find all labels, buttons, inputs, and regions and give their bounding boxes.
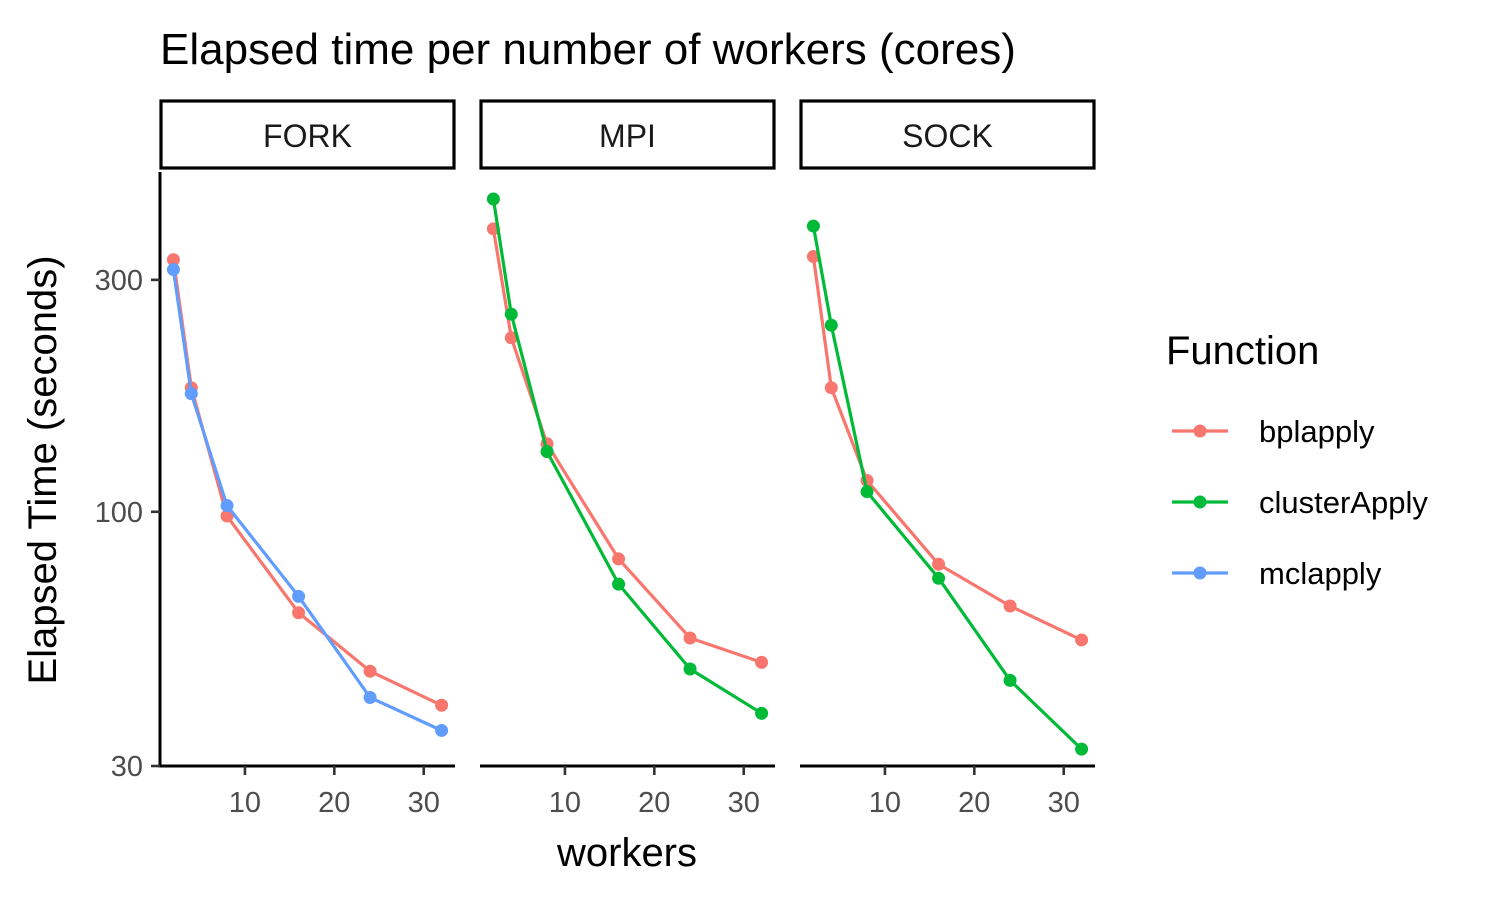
series-line — [171, 269, 443, 732]
data-point — [824, 318, 838, 332]
data-point — [1075, 742, 1089, 756]
x-tick-label: 30 — [408, 787, 440, 819]
series-line — [491, 198, 763, 715]
y-axis-title: Elapsed Time (seconds) — [21, 255, 65, 684]
data-point — [612, 577, 626, 591]
data-point — [220, 509, 234, 523]
data-point — [435, 723, 449, 737]
data-point — [806, 219, 820, 233]
series-bplapply-fork — [166, 253, 449, 712]
data-point — [435, 698, 449, 712]
series-bplapply-sock — [806, 250, 1089, 647]
legend-item-mclapply: mclapply — [1172, 556, 1382, 591]
y-tick-label: 30 — [111, 751, 143, 783]
facet-strip — [159, 99, 456, 170]
x-tick-label: 10 — [549, 787, 581, 819]
data-point — [612, 552, 626, 566]
series-mclapply-fork — [166, 263, 449, 737]
data-point — [292, 589, 306, 603]
series-line — [491, 228, 763, 664]
series-clusterapply-mpi — [486, 192, 769, 720]
x-tick-label: 20 — [638, 787, 670, 819]
facet-panel-fork: FORK 10 20 30 30 100 300 — [95, 99, 456, 819]
legend: Function bplapply clusterApply mclapply — [1166, 329, 1428, 591]
chart-title: Elapsed time per number of workers (core… — [160, 25, 1016, 74]
data-point — [755, 706, 769, 720]
x-tick-label: 30 — [1048, 787, 1080, 819]
data-point — [1075, 633, 1089, 647]
data-point — [932, 557, 946, 571]
legend-label: bplapply — [1259, 414, 1375, 449]
y-tick-label: 300 — [95, 265, 143, 297]
legend-label: mclapply — [1259, 556, 1382, 591]
data-point — [363, 664, 377, 678]
legend-title: Function — [1166, 329, 1319, 373]
data-point — [504, 331, 518, 345]
x-tick-label: 30 — [728, 787, 760, 819]
legend-item-bplapply: bplapply — [1172, 414, 1375, 449]
facet-strip-label: SOCK — [902, 118, 993, 154]
data-point — [220, 499, 234, 513]
data-point — [184, 387, 198, 401]
x-axis-title: workers — [556, 831, 697, 875]
data-point — [504, 307, 518, 321]
facet-strip-label: MPI — [599, 118, 656, 154]
series-line — [171, 259, 443, 707]
facet-panel-sock: SOCK 10 20 30 — [799, 99, 1096, 819]
data-point — [683, 662, 697, 676]
x-tick-label: 20 — [318, 787, 350, 819]
data-point — [166, 253, 180, 267]
facet-strip — [799, 99, 1096, 170]
x-tick-label: 10 — [229, 787, 261, 819]
facet-strip — [479, 99, 776, 170]
data-point — [540, 445, 554, 459]
data-point — [860, 485, 874, 499]
series-line — [811, 256, 1083, 642]
legend-key-point — [1193, 495, 1207, 509]
data-point — [1003, 599, 1017, 613]
data-point — [932, 571, 946, 585]
data-point — [824, 381, 838, 395]
data-point — [683, 631, 697, 645]
facet-panel-mpi: MPI 10 20 30 — [479, 99, 776, 819]
x-tick-label: 10 — [869, 787, 901, 819]
data-point — [292, 606, 306, 620]
data-point — [486, 192, 500, 206]
data-point — [1003, 673, 1017, 687]
y-tick-label: 100 — [95, 497, 143, 529]
series-clusterapply-sock — [806, 219, 1089, 756]
x-tick-label: 20 — [958, 787, 990, 819]
series-bplapply-mpi — [486, 222, 769, 669]
data-point — [166, 263, 180, 277]
legend-key-point — [1193, 424, 1207, 438]
data-point — [363, 690, 377, 704]
legend-label: clusterApply — [1259, 485, 1428, 520]
series-line — [811, 225, 1083, 751]
data-point — [755, 655, 769, 669]
legend-item-clusterapply: clusterApply — [1172, 485, 1428, 520]
legend-key-point — [1193, 566, 1207, 580]
data-point — [806, 250, 820, 264]
facet-strip-label: FORK — [263, 118, 352, 154]
facet-panels: FORK 10 20 30 30 100 300 MPI 10 20 30 SOCK 10 20 30 — [95, 99, 1096, 819]
